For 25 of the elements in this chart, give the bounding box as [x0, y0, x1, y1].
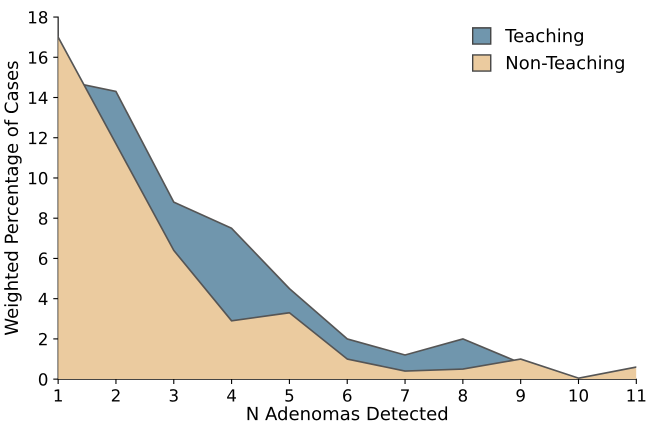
x-tick-label: 8 — [458, 389, 468, 402]
y-tick-label: 12 — [29, 132, 47, 144]
y-tick-label: 16 — [29, 51, 48, 64]
y-tick-label: 2 — [39, 332, 47, 346]
x-tick-label: 6 — [343, 389, 352, 402]
x-tick-label: 2 — [112, 389, 120, 402]
x-tick-label: 10 — [570, 389, 588, 402]
y-tick-label: 14 — [29, 92, 48, 104]
x-tick-label: 4 — [227, 389, 236, 402]
x-tick-label: 1 — [54, 389, 62, 402]
y-tick-label: 8 — [38, 212, 48, 225]
y-axis-title: Weighted Percentage of Cases — [4, 61, 22, 336]
x-tick-label: 7 — [401, 389, 409, 402]
legend-label: Teaching — [505, 28, 583, 46]
y-tick-label: 4 — [38, 292, 48, 306]
x-tick-label: 3 — [170, 389, 178, 402]
x-axis-title: N Adenomas Detected — [248, 406, 448, 420]
y-tick-label: 10 — [29, 172, 48, 185]
y-tick-label: 0 — [38, 373, 48, 386]
y-tick-label: 6 — [38, 252, 48, 266]
y-tick-label: 18 — [29, 11, 48, 24]
x-tick-label: 9 — [516, 389, 525, 402]
x-tick-label: 11 — [628, 389, 646, 402]
legend-label: Non-Teaching — [506, 55, 624, 73]
x-tick-label: 5 — [285, 389, 294, 402]
